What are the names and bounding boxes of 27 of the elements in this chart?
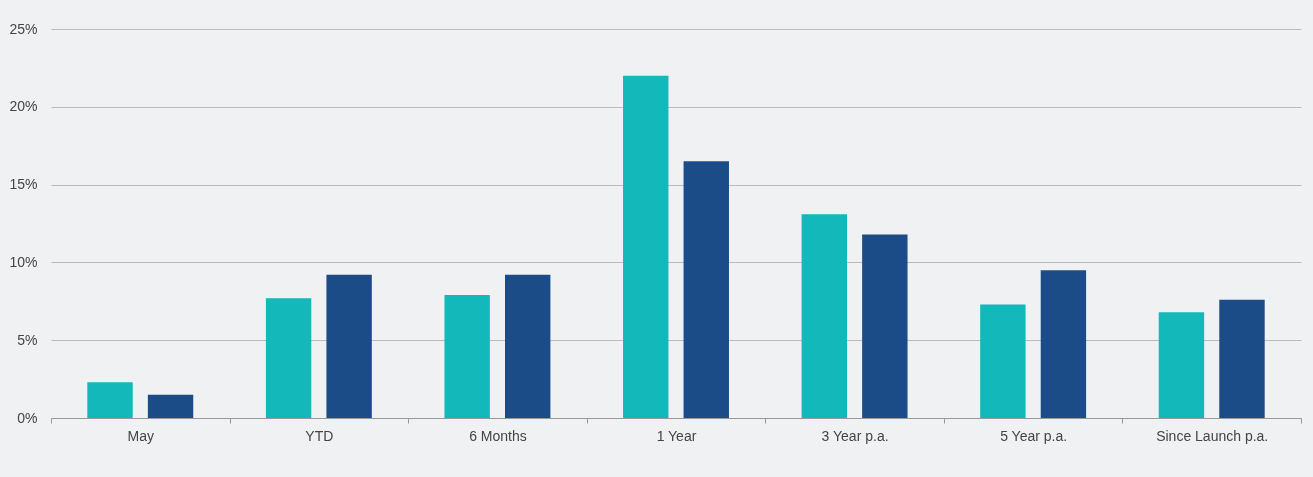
bar [147, 394, 194, 418]
bar [87, 382, 133, 418]
x-tick-label: Since Launch p.a. [1156, 427, 1269, 444]
bar [623, 75, 669, 418]
bar [683, 161, 729, 418]
bar [326, 274, 372, 418]
x-tick-label: 1 Year [656, 427, 697, 444]
y-tick-label: 25% [9, 20, 38, 37]
x-tick-label: May [127, 427, 155, 444]
y-tick-label: 5% [17, 331, 38, 348]
bar [980, 304, 1026, 418]
bar [1158, 312, 1205, 418]
x-tick-label: YTD [305, 427, 334, 444]
bar [1040, 270, 1087, 418]
bar [505, 274, 551, 418]
bar [265, 298, 312, 418]
y-tick-label: 0% [17, 409, 38, 426]
bar [444, 295, 490, 418]
bar [1219, 299, 1265, 418]
y-tick-label: 15% [9, 176, 38, 193]
bar [801, 214, 847, 418]
y-tick-label: 20% [9, 98, 38, 115]
x-tick-label: 6 Months [469, 427, 527, 444]
x-tick-label: 5 Year p.a. [1000, 427, 1068, 444]
bar [862, 234, 908, 418]
x-tick-label: 3 Year p.a. [821, 427, 889, 444]
y-tick-label: 10% [9, 253, 38, 270]
